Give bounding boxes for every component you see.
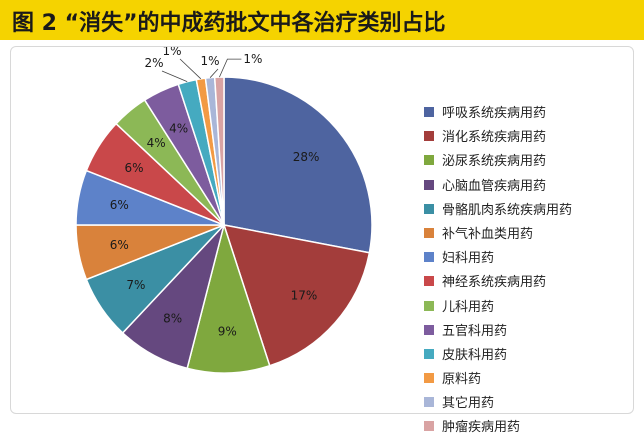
slice-label-9: 4% (169, 122, 188, 136)
legend-swatch (424, 252, 434, 263)
pie-chart: 28%17%9%8%7%6%6%6%4%4%2%1%1% 1% (75, 47, 373, 374)
slice-label-12: 1% (200, 54, 219, 68)
pie-slice-2 (186, 222, 271, 374)
leader-line-12 (209, 68, 219, 78)
legend-swatch (424, 276, 434, 287)
slice-label-13: 1% (243, 52, 262, 66)
slice-label-8: 4% (147, 136, 166, 150)
slice-label-11: 1% (162, 47, 181, 58)
legend-label: 心脑血管疾病用药 (442, 178, 547, 194)
legend-swatch (424, 131, 434, 142)
slice-label-7: 6% (124, 161, 143, 175)
legend-swatch (424, 348, 434, 359)
chart-frame: 28% 17% 9% 8% 7% 6% 6% 6% 4% 4% 2% 1% 1% 1% 呼吸系统疾病用药消… (10, 46, 634, 435)
slice-label-10: 2% (144, 56, 163, 70)
slice-label-4: 7% (126, 278, 145, 292)
title-bar: 图 2 “消失”的中成药批文中各治疗类别占比 (0, 0, 644, 40)
legend-label: 骨骼肌肉系统疾病用药 (442, 202, 573, 218)
leader-line-10 (161, 70, 188, 82)
slice-label-2: 9% (218, 325, 237, 339)
legend-swatch (424, 421, 434, 432)
legend-label: 原料药 (442, 372, 482, 388)
legend-label: 其它用药 (442, 396, 495, 412)
legend-swatch (424, 397, 434, 408)
leader-line-13 (219, 58, 242, 78)
slice-label-3: 8% (163, 311, 182, 325)
pie-slice-0 (223, 76, 373, 254)
legend-swatch (424, 324, 434, 335)
legend-label: 五官科用药 (442, 323, 508, 339)
legend-label: 呼吸系统疾病用药 (442, 106, 547, 121)
chart-title: 图 2 “消失”的中成药批文中各治疗类别占比 (12, 11, 446, 36)
legend-label: 神经系统疾病用药 (442, 275, 547, 291)
legend-swatch (424, 107, 434, 117)
slice-label-0: 28% (293, 150, 320, 164)
slice-label-6: 6% (110, 198, 129, 212)
legend-label: 补气补血类用药 (442, 226, 534, 242)
leader-line-11 (179, 58, 202, 80)
slice-label-5: 6% (110, 238, 129, 252)
legend-label: 泌尿系统疾病用药 (442, 154, 547, 170)
legend-swatch (424, 227, 434, 238)
legend-label: 妇科用药 (442, 251, 495, 267)
legend-swatch (424, 373, 434, 384)
pie-slice-1 (222, 224, 371, 367)
legend-swatch (424, 203, 434, 214)
legend-label: 肿瘤疾病用药 (442, 420, 521, 436)
legend-label: 儿科用药 (442, 299, 495, 315)
legend-swatch (424, 179, 434, 190)
legend-swatch (424, 300, 434, 311)
legend-label: 皮肤科用药 (442, 347, 508, 363)
legend-label: 消化系统疾病用药 (442, 130, 547, 146)
legend-swatch (424, 155, 434, 166)
slice-label-1: 17% (291, 289, 318, 303)
